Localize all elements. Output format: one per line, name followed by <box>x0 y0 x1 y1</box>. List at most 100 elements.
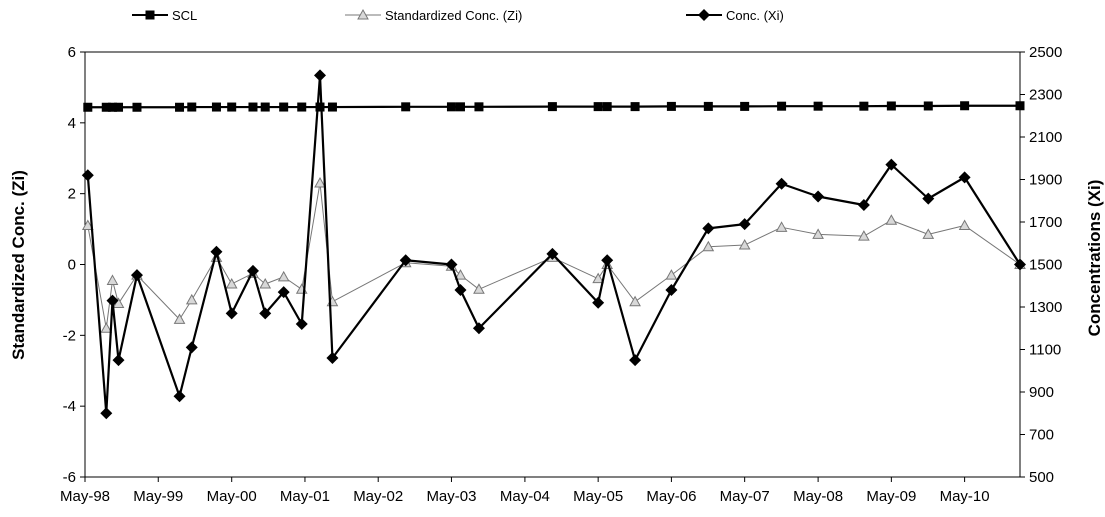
data-point-scl <box>114 102 124 112</box>
data-point-conc-xi <box>81 169 94 182</box>
y-right-tick-label: 700 <box>1029 427 1054 444</box>
data-point-conc-xi <box>665 284 678 296</box>
y-left-tick-label: 6 <box>68 44 76 61</box>
data-point-standardized-conc-zi <box>775 221 788 232</box>
data-point-scl <box>260 102 270 112</box>
series-conc-xi <box>81 69 1026 420</box>
data-point-scl <box>279 102 289 112</box>
x-tick-label: May-02 <box>353 488 403 505</box>
data-point-scl <box>547 102 557 112</box>
series-layer <box>81 69 1026 420</box>
data-point-scl <box>297 102 307 112</box>
data-point-standardized-conc-zi <box>454 269 467 280</box>
data-point-conc-xi <box>277 286 290 299</box>
data-point-standardized-conc-zi <box>100 322 113 333</box>
data-point-scl <box>1015 101 1025 111</box>
data-point-scl <box>474 102 484 112</box>
data-point-scl <box>960 101 970 111</box>
data-point-conc-xi <box>629 354 642 367</box>
data-point-conc-xi <box>775 177 788 190</box>
plot-frame <box>84 51 1021 478</box>
data-point-scl <box>175 102 185 112</box>
data-point-standardized-conc-zi <box>858 230 870 241</box>
data-point-conc-xi <box>100 407 113 420</box>
data-point-scl <box>630 102 640 112</box>
y-right-tick-label: 1300 <box>1029 299 1062 316</box>
data-point-scl <box>446 102 456 112</box>
data-point-conc-xi <box>173 390 186 403</box>
data-point-standardized-conc-zi <box>592 272 605 284</box>
data-point-scl <box>886 101 896 111</box>
data-point-conc-xi <box>454 284 467 296</box>
data-point-conc-xi <box>314 69 327 82</box>
data-point-standardized-conc-zi <box>81 219 94 231</box>
data-point-scl <box>813 101 823 111</box>
y-right-tick-label: 2300 <box>1029 87 1062 104</box>
x-tick-label: May-10 <box>940 488 990 505</box>
y-left-tick-label: -2 <box>63 327 76 344</box>
data-point-scl <box>740 101 750 111</box>
data-point-conc-xi <box>185 341 198 354</box>
data-point-conc-xi <box>601 254 614 267</box>
x-tick-label: May-09 <box>866 488 916 505</box>
data-point-scl <box>401 102 411 112</box>
data-point-standardized-conc-zi <box>629 295 641 307</box>
y-right-tick-label: 1900 <box>1029 172 1062 189</box>
data-point-scl <box>923 101 933 111</box>
data-point-standardized-conc-zi <box>922 228 935 239</box>
data-point-conc-xi <box>210 245 223 258</box>
y-left-tick-label: -4 <box>63 398 76 415</box>
data-point-standardized-conc-zi <box>473 283 485 294</box>
data-point-scl <box>703 101 713 111</box>
y-left-axis-title: Standardized Conc. (Zi) <box>9 170 28 360</box>
data-point-scl <box>132 102 142 112</box>
data-point-conc-xi <box>259 307 272 320</box>
x-tick-label: May-03 <box>426 488 476 505</box>
legend-marker-triangle-icon <box>357 8 369 20</box>
x-tick-label: May-08 <box>793 488 843 505</box>
data-point-conc-xi <box>246 264 259 277</box>
data-point-standardized-conc-zi <box>277 270 290 282</box>
data-point-standardized-conc-zi <box>185 293 198 305</box>
data-point-conc-xi <box>857 199 870 211</box>
data-point-scl <box>602 102 612 112</box>
data-point-standardized-conc-zi <box>259 277 272 289</box>
data-point-conc-xi <box>130 269 143 282</box>
y-left-tick-label: 4 <box>68 115 76 132</box>
data-point-standardized-conc-zi <box>314 177 326 188</box>
y-right-tick-label: 1100 <box>1029 342 1061 359</box>
data-point-standardized-conc-zi <box>738 238 751 250</box>
data-point-conc-xi <box>1014 258 1026 271</box>
data-point-conc-xi <box>326 352 339 364</box>
x-tick-label: May-07 <box>720 488 770 505</box>
x-tick-label: May-00 <box>207 488 257 505</box>
data-point-standardized-conc-zi <box>225 277 238 289</box>
data-point-scl <box>101 102 111 112</box>
legend-item-scl: SCL <box>132 8 197 23</box>
data-point-standardized-conc-zi <box>812 228 824 239</box>
data-point-scl <box>327 102 337 112</box>
y-right-tick-label: 2100 <box>1029 129 1062 146</box>
data-point-scl <box>666 101 676 111</box>
data-point-scl <box>248 102 258 112</box>
data-point-conc-xi <box>399 254 412 267</box>
data-point-conc-xi <box>812 190 825 203</box>
y-left-tick-label: 2 <box>68 186 76 203</box>
y-left-tick-label: -6 <box>63 469 76 486</box>
legend-label: Conc. (Xi) <box>726 8 784 23</box>
legend-marker-diamond-icon <box>698 9 710 21</box>
data-point-standardized-conc-zi <box>106 274 119 285</box>
series-scl <box>83 101 1025 112</box>
data-point-conc-xi <box>738 218 751 231</box>
legend-item-conc-xi: Conc. (Xi) <box>686 8 784 23</box>
data-point-conc-xi <box>958 171 971 184</box>
data-point-scl <box>315 102 325 112</box>
legend-item-standardized-conc-zi: Standardized Conc. (Zi) <box>345 8 522 23</box>
legend-label: SCL <box>172 8 197 23</box>
data-point-scl <box>187 102 197 112</box>
data-point-standardized-conc-zi <box>702 240 715 252</box>
x-tick-label: May-01 <box>280 488 330 505</box>
data-point-scl <box>777 101 787 111</box>
data-point-conc-xi <box>112 354 125 367</box>
